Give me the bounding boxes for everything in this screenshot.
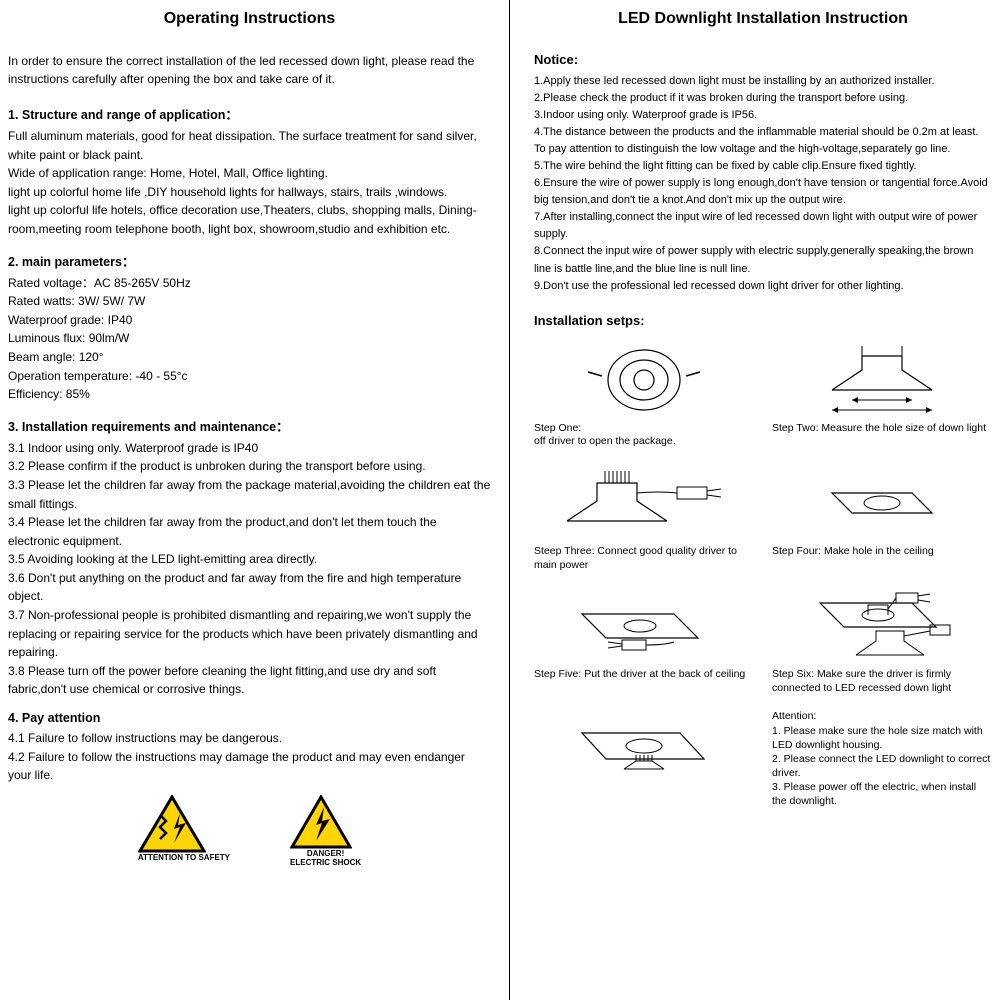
right-title: LED Downlight Installation Instruction	[534, 10, 992, 28]
step2-label: Step Two: Measure the hole size of down …	[772, 422, 992, 436]
notice-head: Notice:	[534, 52, 992, 67]
section4-body: 4.1 Failure to follow instructions may b…	[8, 729, 491, 785]
step-7	[534, 709, 754, 808]
step1-label: Step One: off driver to open the package…	[534, 422, 754, 449]
warning-safety-label: ATTENTION TO SAFETY	[138, 853, 230, 862]
section3-body: 3.1 Indoor using only. Waterproof grade …	[8, 439, 491, 699]
section4-head: 4. Pay attention	[8, 711, 491, 725]
step-2: Step Two: Measure the hole size of down …	[772, 340, 992, 449]
steps-head: Installation setps:	[534, 313, 992, 328]
warning-row: ATTENTION TO SAFETY DANGER! ELECTRIC SHO…	[8, 795, 491, 867]
intro-text: In order to ensure the correct installat…	[8, 52, 491, 88]
warning-triangle-icon	[138, 795, 206, 853]
attention-text: Attention: 1. Please make sure the hole …	[772, 709, 992, 808]
step5-diagram-icon	[564, 586, 724, 664]
warning-shock: DANGER! ELECTRIC SHOCK	[290, 795, 361, 867]
step4-diagram-icon	[812, 463, 952, 541]
step-6: Step Six: Make sure the driver is firmly…	[772, 586, 992, 695]
notice-body: 1.Apply these led recessed down light mu…	[534, 73, 992, 295]
section3-head: 3. Installation requirements and mainten…	[8, 416, 491, 435]
left-title: Operating Instructions	[8, 10, 491, 28]
warning-shock-icon	[290, 795, 352, 849]
step3-label: Steep Three: Connect good quality driver…	[534, 545, 754, 572]
step6-label: Step Six: Make sure the driver is firmly…	[772, 668, 992, 695]
step1-diagram-icon	[584, 340, 704, 418]
section1-body: Full aluminum materials, good for heat d…	[8, 127, 491, 239]
left-column: Operating Instructions In order to ensur…	[0, 0, 510, 1000]
warning-shock-label: DANGER! ELECTRIC SHOCK	[290, 849, 361, 867]
section1-head: 1. Structure and range of application：	[8, 104, 491, 123]
right-column: LED Downlight Installation Instruction N…	[510, 0, 1000, 1000]
step7-diagram-icon	[564, 709, 724, 787]
steps-grid: Step One: off driver to open the package…	[534, 340, 992, 809]
step-1: Step One: off driver to open the package…	[534, 340, 754, 449]
step6-diagram-icon	[802, 581, 962, 669]
attention-block: Attention: 1. Please make sure the hole …	[772, 709, 992, 808]
step-4: Step Four: Make hole in the ceiling	[772, 463, 992, 572]
step5-label: Step Five: Put the driver at the back of…	[534, 668, 754, 682]
step2-diagram-icon	[812, 340, 952, 418]
step3-diagram-icon	[559, 463, 729, 541]
warning-safety: ATTENTION TO SAFETY	[138, 795, 230, 867]
step4-label: Step Four: Make hole in the ceiling	[772, 545, 992, 559]
section2-head: 2. main parameters：	[8, 251, 491, 270]
step-3: Steep Three: Connect good quality driver…	[534, 463, 754, 572]
step-5: Step Five: Put the driver at the back of…	[534, 586, 754, 695]
section2-body: Rated voltage：AC 85-265V 50Hz Rated watt…	[8, 274, 491, 404]
